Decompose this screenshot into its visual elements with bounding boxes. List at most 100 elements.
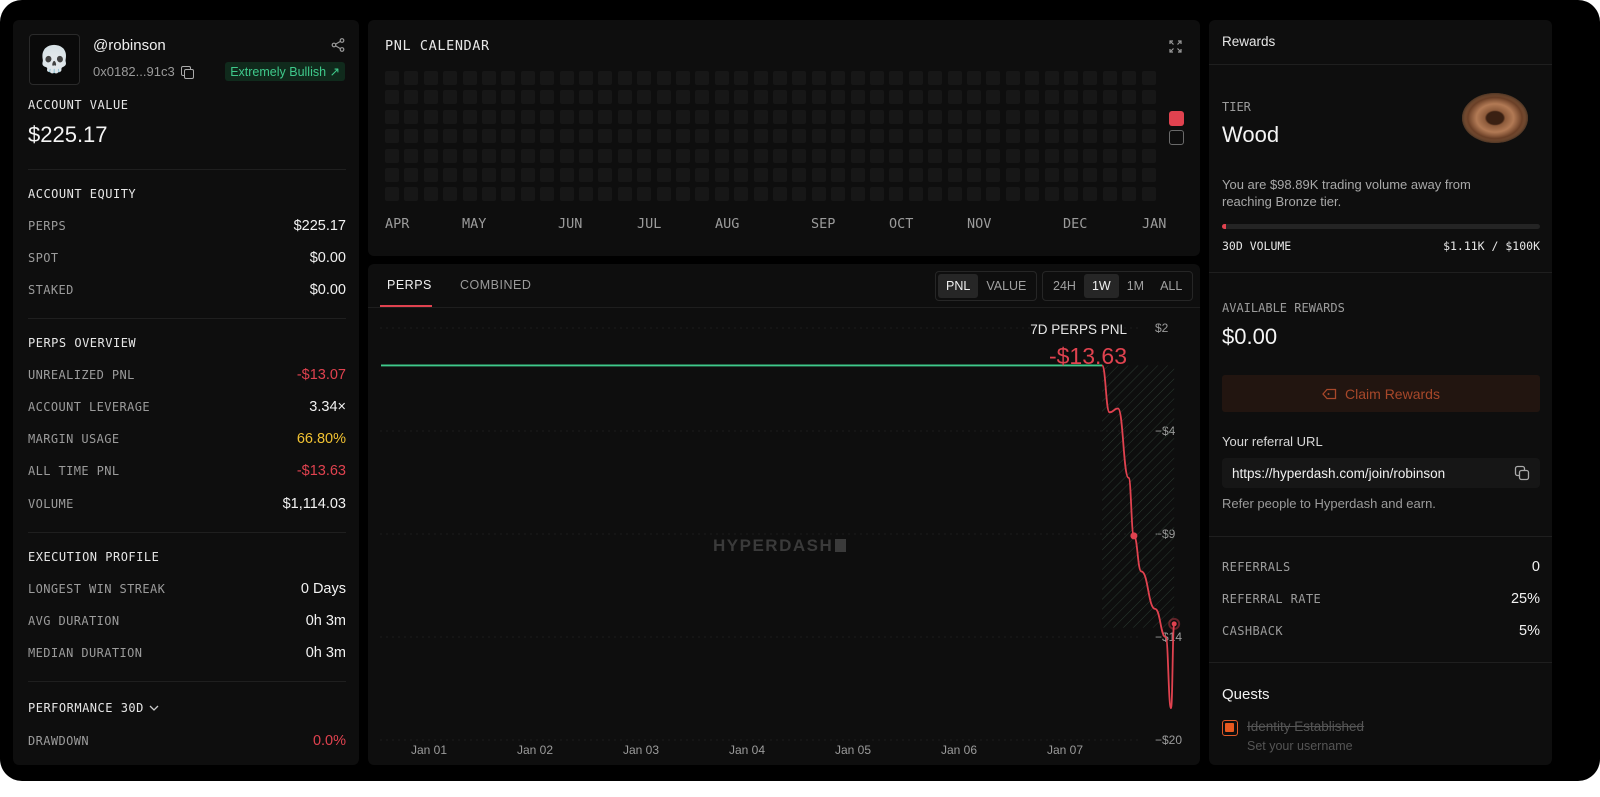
calendar-day-cell[interactable]: [423, 129, 438, 144]
calendar-day-cell[interactable]: [501, 148, 516, 163]
range-24h[interactable]: 24H: [1053, 279, 1076, 293]
calendar-day-cell[interactable]: [967, 148, 981, 163]
calendar-day-cell[interactable]: [714, 187, 729, 202]
calendar-day-cell[interactable]: [811, 71, 826, 85]
calendar-day-cell[interactable]: [947, 129, 962, 144]
calendar-day-cell[interactable]: [850, 71, 865, 85]
calendar-day-cell[interactable]: [850, 148, 865, 163]
calendar-day-cell[interactable]: [482, 109, 496, 124]
calendar-day-cell[interactable]: [792, 71, 807, 85]
calendar-day-cell[interactable]: [462, 109, 477, 124]
calendar-day-cell[interactable]: [462, 148, 477, 163]
last-point-marker[interactable]: [1171, 621, 1177, 627]
calendar-day-cell[interactable]: [967, 109, 981, 124]
calendar-day-cell[interactable]: [617, 129, 632, 144]
calendar-day-cell[interactable]: [540, 148, 555, 163]
calendar-day-cell[interactable]: [1083, 148, 1098, 163]
calendar-day-cell[interactable]: [753, 90, 768, 105]
calendar-day-cell[interactable]: [811, 187, 826, 202]
calendar-day-cell[interactable]: [695, 71, 710, 85]
calendar-day-cell[interactable]: [423, 90, 438, 105]
calendar-day-cell[interactable]: [656, 109, 671, 124]
calendar-day-cell[interactable]: [1122, 109, 1137, 124]
expand-icon[interactable]: [1169, 40, 1182, 53]
calendar-day-cell[interactable]: [676, 90, 690, 105]
calendar-day-cell[interactable]: [734, 109, 749, 124]
calendar-day-cell[interactable]: [579, 71, 593, 85]
calendar-day-cell[interactable]: [1064, 109, 1078, 124]
calendar-day-cell[interactable]: [773, 71, 787, 85]
calendar-day-cell[interactable]: [520, 129, 535, 144]
calendar-day-cell[interactable]: [443, 71, 458, 85]
calendar-day-cell[interactable]: [520, 168, 535, 182]
calendar-day-cell[interactable]: [559, 148, 574, 163]
calendar-day-cell[interactable]: [540, 71, 555, 85]
calendar-day-cell[interactable]: [501, 109, 516, 124]
calendar-day-cell[interactable]: [443, 148, 458, 163]
calendar-day-cell[interactable]: [423, 148, 438, 163]
calendar-day-cell[interactable]: [889, 109, 904, 124]
calendar-day-cell[interactable]: [714, 109, 729, 124]
calendar-day-cell[interactable]: [831, 71, 846, 85]
calendar-day-cell[interactable]: [404, 109, 419, 124]
calendar-day-cell[interactable]: [540, 168, 555, 182]
calendar-day-cell[interactable]: [598, 168, 613, 182]
calendar-day-cell[interactable]: [773, 187, 787, 202]
calendar-day-cell[interactable]: [1025, 148, 1040, 163]
calendar-day-cell[interactable]: [695, 187, 710, 202]
calendar-day-cell[interactable]: [811, 109, 826, 124]
calendar-day-cell[interactable]: [773, 168, 787, 182]
calendar-day-cell[interactable]: [676, 187, 690, 202]
range-all[interactable]: ALL: [1160, 279, 1183, 293]
calendar-day-cell[interactable]: [928, 187, 943, 202]
calendar-day-cell[interactable]: [385, 90, 399, 105]
calendar-day-cell[interactable]: [1025, 71, 1040, 85]
calendar-day-cell[interactable]: [404, 168, 419, 182]
calendar-day-cell[interactable]: [908, 109, 923, 124]
calendar-day-cell[interactable]: [559, 71, 574, 85]
calendar-day-cell[interactable]: [637, 187, 652, 202]
calendar-day-cell[interactable]: [579, 129, 593, 144]
calendar-day-cell[interactable]: [947, 168, 962, 182]
quest-checkbox[interactable]: [1222, 720, 1238, 736]
calendar-day-cell[interactable]: [714, 168, 729, 182]
calendar-day-cell[interactable]: [870, 90, 884, 105]
calendar-day-cell[interactable]: [1005, 109, 1020, 124]
calendar-day-cell[interactable]: [1102, 148, 1117, 163]
calendar-day-cell[interactable]: [579, 90, 593, 105]
calendar-day-cell[interactable]: [695, 109, 710, 124]
calendar-day-cell[interactable]: [734, 129, 749, 144]
calendar-day-cell[interactable]: [540, 90, 555, 105]
calendar-day-cell[interactable]: [676, 168, 690, 182]
calendar-day-cell[interactable]: [811, 90, 826, 105]
calendar-day-cell[interactable]: [482, 168, 496, 182]
calendar-day-cell[interactable]: [443, 90, 458, 105]
calendar-day-cell[interactable]: [967, 129, 981, 144]
calendar-day-cell[interactable]: [850, 109, 865, 124]
calendar-day-cell[interactable]: [482, 71, 496, 85]
calendar-day-cell[interactable]: [404, 71, 419, 85]
calendar-day-cell[interactable]: [501, 129, 516, 144]
calendar-day-cell[interactable]: [831, 187, 846, 202]
performance-period-dropdown[interactable]: PERFORMANCE 30D: [28, 701, 160, 715]
calendar-day-cell[interactable]: [1005, 129, 1020, 144]
calendar-day-cell[interactable]: [462, 129, 477, 144]
calendar-day-cell[interactable]: [385, 168, 399, 182]
calendar-day-cell[interactable]: [385, 71, 399, 85]
calendar-day-cell[interactable]: [1122, 148, 1137, 163]
calendar-day-cell[interactable]: [540, 109, 555, 124]
calendar-day-cell[interactable]: [1102, 187, 1117, 202]
calendar-day-cell[interactable]: [423, 168, 438, 182]
calendar-day-cell[interactable]: [870, 187, 884, 202]
calendar-day-cell[interactable]: [947, 187, 962, 202]
calendar-day-cell[interactable]: [986, 148, 1001, 163]
calendar-day-cell[interactable]: [617, 109, 632, 124]
calendar-day-cell[interactable]: [947, 90, 962, 105]
calendar-day-cell[interactable]: [385, 129, 399, 144]
calendar-day-cell[interactable]: [986, 129, 1001, 144]
calendar-day-cell[interactable]: [598, 187, 613, 202]
calendar-day-cell[interactable]: [695, 90, 710, 105]
calendar-day-cell[interactable]: [676, 109, 690, 124]
calendar-day-cell[interactable]: [1064, 129, 1078, 144]
calendar-day-cell[interactable]: [637, 71, 652, 85]
